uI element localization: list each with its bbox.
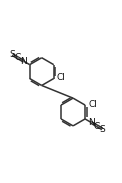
Text: Cl: Cl <box>88 100 97 109</box>
Text: S: S <box>100 125 105 134</box>
Text: C: C <box>94 122 100 130</box>
Text: C: C <box>15 53 21 62</box>
Text: N: N <box>20 57 27 66</box>
Text: S: S <box>9 50 15 59</box>
Text: Cl: Cl <box>57 73 66 82</box>
Text: N: N <box>88 118 95 127</box>
